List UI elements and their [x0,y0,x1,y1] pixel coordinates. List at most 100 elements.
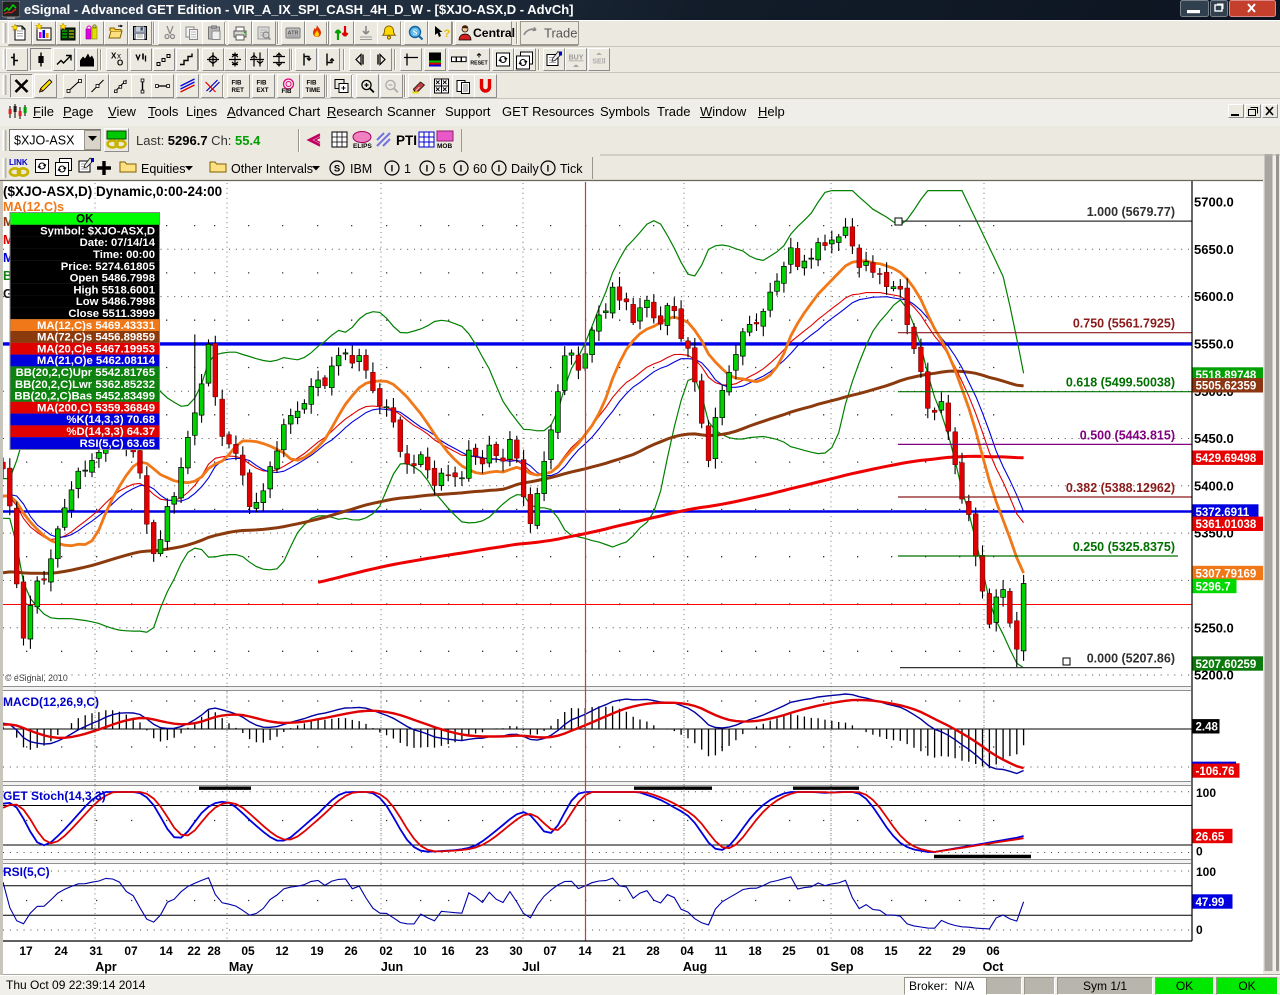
svg-text:5296.7: 5296.7 [1196,581,1231,593]
svg-text:Equities: Equities [141,162,185,176]
svg-text:5505.62359: 5505.62359 [1196,381,1257,393]
svg-text:TIME: TIME [306,87,321,94]
svg-text:I: I [426,164,429,175]
svg-text:15: 15 [884,944,898,958]
svg-text:22: 22 [918,944,932,958]
svg-text:Other Intervals: Other Intervals [231,162,313,176]
svg-text:B: B [3,269,12,283]
svg-text:ATR: ATR [288,31,299,37]
svg-text:ELIPS: ELIPS [353,143,372,150]
svg-text:08: 08 [850,944,864,958]
svg-text:© eSignal, 2010: © eSignal, 2010 [5,673,68,683]
svg-text:Time: 00:00: Time: 00:00 [93,249,155,261]
svg-text:23: 23 [475,944,489,958]
svg-text:%K(14,3,3) 70.68: %K(14,3,3) 70.68 [66,414,155,426]
svg-text:MA(20,C)e 5467.19953: MA(20,C)e 5467.19953 [37,343,155,355]
svg-text:05: 05 [241,944,255,958]
svg-text:Open 5486.7998: Open 5486.7998 [70,273,155,285]
svg-text:Oct: Oct [983,960,1005,974]
svg-text:G: G [3,287,13,301]
svg-text:Sep: Sep [831,960,854,974]
svg-text:S: S [413,28,418,37]
svg-text:EXT: EXT [257,87,269,94]
svg-text:May: May [229,960,253,974]
svg-text:Apr: Apr [95,960,117,974]
svg-text:17: 17 [19,944,33,958]
svg-text:11: 11 [715,944,728,958]
svg-text:BB(20,2,C)Upr 5542.81765: BB(20,2,C)Upr 5542.81765 [16,367,155,379]
svg-text:x: x [117,52,121,61]
svg-text:GET Stoch(14,3,3): GET Stoch(14,3,3) [3,789,106,803]
svg-text:MACD(12,26,9,C): MACD(12,26,9,C) [3,695,99,709]
svg-text:14: 14 [578,944,592,958]
svg-text:14: 14 [159,944,173,958]
svg-text:($XJO-ASX,D) Dynamic,0:00-24:0: ($XJO-ASX,D) Dynamic,0:00-24:00 [3,184,222,199]
svg-text:BUY: BUY [569,55,584,62]
svg-text:Jul: Jul [522,960,540,974]
svg-text:RSI(5,C) 63.65: RSI(5,C) 63.65 [80,438,155,450]
svg-text:Jun: Jun [381,960,403,974]
svg-text:FIB: FIB [307,80,317,87]
svg-text:0.382 (5388.12962): 0.382 (5388.12962) [1066,481,1175,495]
svg-text:07: 07 [124,944,138,958]
svg-text:MA(200,C) 5359.36849: MA(200,C) 5359.36849 [37,402,155,414]
svg-text:19: 19 [310,944,324,958]
svg-text:5307.79169: 5307.79169 [1196,568,1257,580]
svg-text:FIB: FIB [257,80,267,87]
svg-text:02: 02 [379,944,393,958]
svg-text:30: 30 [509,944,523,958]
svg-text:Last: 5296.7 Ch: 55.4: Last: 5296.7 Ch: 55.4 [136,133,261,148]
svg-text:I: I [498,164,501,175]
svg-text:M: M [3,233,13,247]
svg-text:1: 1 [404,162,411,176]
svg-text:RESET: RESET [470,61,488,67]
svg-text:O: O [117,59,123,68]
svg-text:Close 5511.3999: Close 5511.3999 [68,308,155,320]
svg-text:0: 0 [1196,923,1203,937]
svg-text:0.750 (5561.7925): 0.750 (5561.7925) [1073,317,1175,331]
svg-text:5550.0: 5550.0 [1194,337,1234,352]
svg-text:?: ? [444,28,451,40]
svg-text:18: 18 [748,944,762,958]
svg-text:29: 29 [952,944,966,958]
svg-text:60: 60 [473,162,487,176]
svg-text:5700.0: 5700.0 [1194,195,1234,210]
svg-text:5650.0: 5650.0 [1194,242,1234,257]
svg-text:0.500 (5443.815): 0.500 (5443.815) [1080,428,1175,442]
svg-text:1.000 (5679.77): 1.000 (5679.77) [1087,205,1175,219]
svg-text:16: 16 [441,944,455,958]
svg-text:BB(20,2,C)Bas 5452.83499: BB(20,2,C)Bas 5452.83499 [14,391,155,403]
svg-text:10: 10 [413,944,427,958]
svg-text:22: 22 [187,944,201,958]
svg-text:100: 100 [1196,786,1216,800]
svg-text:PTI: PTI [396,133,417,148]
svg-text:I: I [391,164,394,175]
svg-text:FIB: FIB [282,88,292,95]
svg-text:5207.60259: 5207.60259 [1196,659,1257,671]
svg-text:I: I [460,164,463,175]
svg-text:21: 21 [612,944,626,958]
svg-text:31: 31 [89,944,103,958]
svg-text:26.65: 26.65 [1196,831,1225,843]
svg-text:Central: Central [473,26,515,40]
svg-text:S: S [334,164,340,175]
svg-text:Date: 07/14/14: Date: 07/14/14 [80,237,156,249]
svg-text:RET: RET [232,87,245,94]
svg-text:RSI(5,C): RSI(5,C) [3,865,50,879]
svg-text:SEll: SEll [592,59,605,66]
svg-text:0.618 (5499.50038): 0.618 (5499.50038) [1066,376,1175,390]
svg-text:BB(20,2,C)Lwr 5362.85232: BB(20,2,C)Lwr 5362.85232 [15,379,155,391]
svg-text:-106.76: -106.76 [1196,766,1235,778]
svg-text:28: 28 [646,944,660,958]
svg-text:04: 04 [680,944,694,958]
svg-text:5450.0: 5450.0 [1194,431,1234,446]
svg-text:Daily: Daily [511,162,540,176]
svg-text:LINK: LINK [9,158,28,167]
svg-text:12: 12 [275,944,289,958]
svg-text:0.000 (5207.86): 0.000 (5207.86) [1087,652,1175,666]
svg-text:High 5518.6001: High 5518.6001 [73,284,155,296]
svg-text:I: I [547,164,550,175]
svg-text:MOB: MOB [437,143,452,150]
svg-text:IBM: IBM [350,162,372,176]
svg-text:2.48: 2.48 [1196,722,1219,734]
